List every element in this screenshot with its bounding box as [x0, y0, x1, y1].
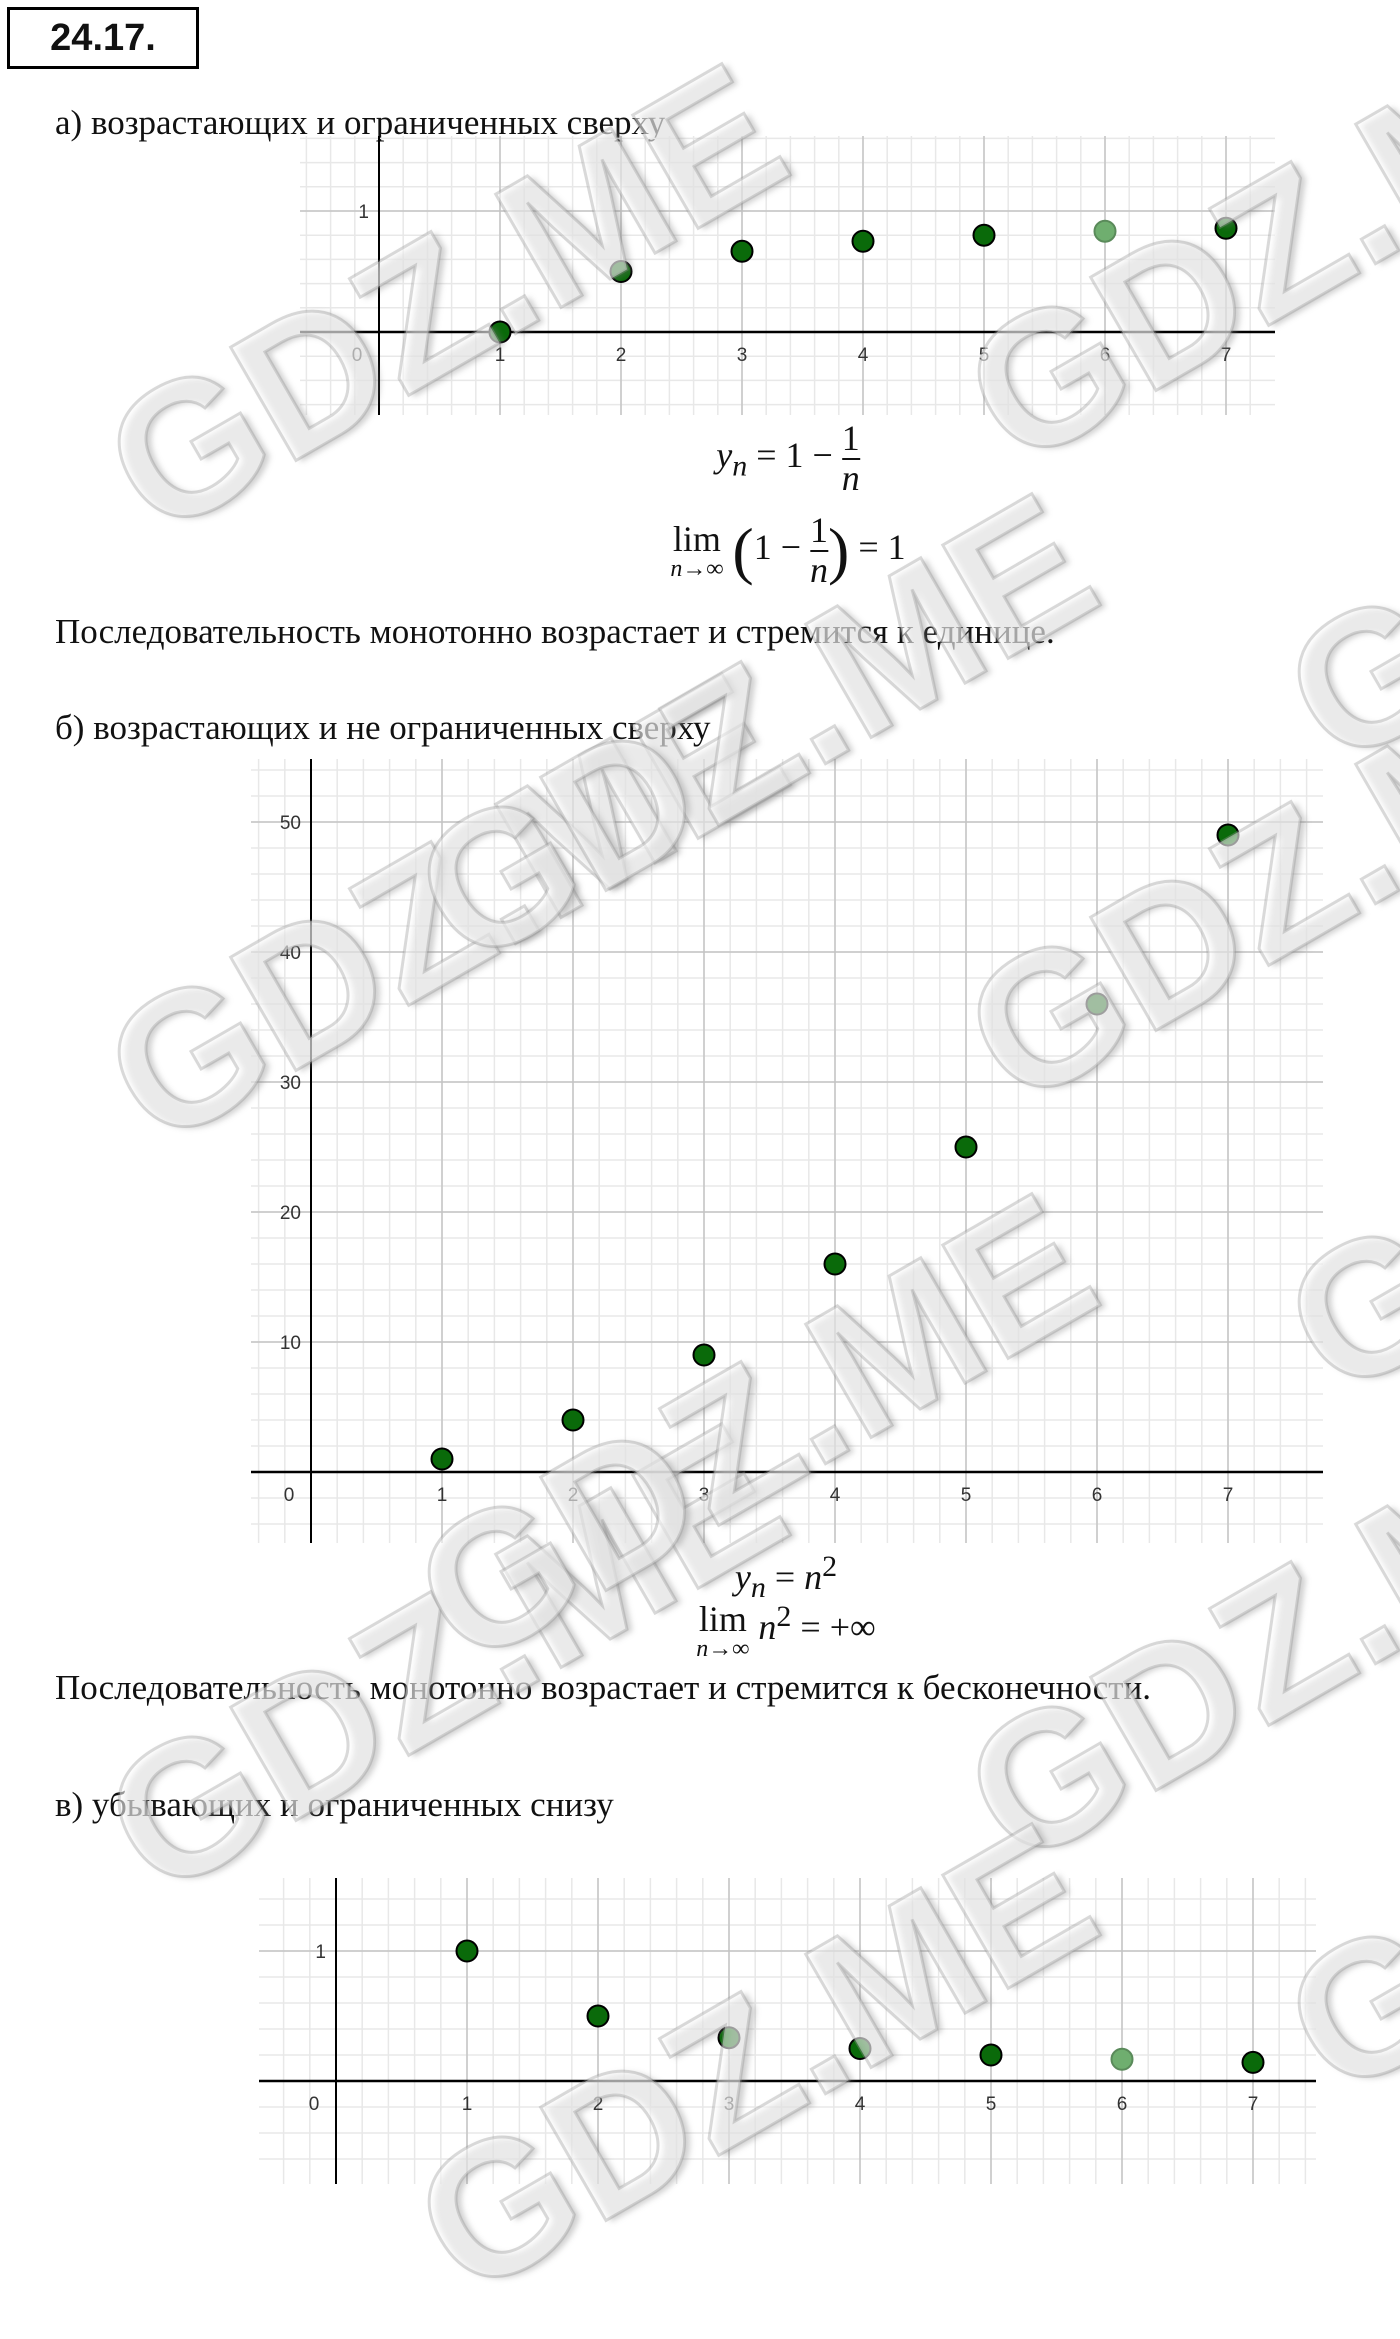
data-point [455, 1939, 479, 1963]
eq: = 1 − [747, 435, 842, 476]
x-tick-label: 6 [1100, 345, 1111, 366]
sub-n: n [732, 449, 748, 483]
x-tick-label: 5 [961, 1485, 972, 1506]
formula-b-definition: yn = n2 [735, 1550, 837, 1605]
exponent: 2 [776, 1600, 792, 1633]
x-tick-label: 1 [437, 1485, 448, 1506]
y-tick-label: 10 [280, 1333, 301, 1354]
data-point [586, 2004, 610, 2028]
rhs: = 1 [849, 527, 906, 568]
chart-b: 0 1 2 3 4 5 6 7 10 20 30 40 50 [251, 759, 1323, 1543]
data-point [1085, 992, 1109, 1016]
x-tick-label: 1 [462, 2094, 473, 2115]
section-b-conclusion: Последовательность монотонно возрастает … [55, 1668, 1152, 1707]
chart-a: 0 1 2 3 4 5 6 7 1 [300, 136, 1275, 415]
data-point [1093, 219, 1117, 243]
x-tick-label: 7 [1221, 345, 1232, 366]
x-tick-label: 3 [737, 345, 748, 366]
x-tick-label: 2 [568, 1485, 579, 1506]
y-tick-label: 20 [280, 1203, 301, 1224]
numerator: 1 [841, 418, 860, 458]
section-b-label: б) возрастающих и не ограниченных сверху [55, 708, 711, 747]
x-tick-label: 2 [616, 345, 627, 366]
x-tick-label: 1 [495, 345, 506, 366]
y-tick-label: 40 [280, 943, 301, 964]
inner: 1 − [753, 527, 811, 568]
x-tick-label: 4 [858, 345, 869, 366]
x-tick-label: 3 [699, 1485, 710, 1506]
data-point [1241, 2050, 1265, 2074]
problem-number: 24.17. [7, 7, 199, 69]
eq: = [765, 1557, 805, 1597]
lim: lim n→∞ [670, 521, 723, 581]
x-tick-label: 4 [830, 1485, 841, 1506]
formula-b-limit: lim n→∞ n2 = +∞ [696, 1600, 875, 1661]
data-point [954, 1135, 978, 1159]
data-point [1216, 823, 1240, 847]
data-point [488, 320, 512, 344]
exponent: 2 [822, 1550, 838, 1583]
data-point [851, 229, 875, 253]
data-point [823, 1252, 847, 1276]
x-tick-label: 5 [986, 2094, 997, 2115]
base: n [758, 1607, 777, 1647]
lim-text: lim [672, 518, 721, 559]
denominator: n [841, 457, 860, 498]
data-point [730, 239, 754, 263]
x-tick-label: 6 [1117, 2094, 1128, 2115]
x-tick-label: 7 [1248, 2094, 1259, 2115]
lim-sub: n→∞ [670, 555, 724, 582]
data-point [1214, 216, 1238, 240]
denominator: n [810, 549, 829, 590]
section-a-label: а) возрастающих и ограниченных сверху [55, 103, 666, 142]
data-point [972, 223, 996, 247]
rhs: = +∞ [791, 1607, 876, 1647]
data-point [848, 2037, 872, 2060]
x-tick-label: 5 [979, 345, 990, 366]
chart-c: 0 1 2 3 4 5 6 7 1 [259, 1878, 1316, 2184]
data-point [979, 2043, 1003, 2067]
y-tick-label: 30 [280, 1073, 301, 1094]
numerator: 1 [810, 510, 829, 550]
y-tick-label: 1 [358, 202, 369, 223]
data-point [692, 1343, 716, 1367]
base: n [804, 1557, 823, 1597]
data-point [717, 2026, 741, 2050]
sub-n: n [750, 1571, 766, 1605]
var-y: y [734, 1557, 751, 1597]
x-tick-label: 6 [1092, 1485, 1103, 1506]
lim: lim n→∞ [696, 1601, 749, 1661]
x-tick-label: 0 [284, 1485, 295, 1506]
y-tick-label: 50 [280, 813, 301, 834]
x-tick-label: 0 [352, 345, 363, 366]
formula-a-limit: lim n→∞ (1 − 1 n) = 1 [670, 510, 906, 590]
x-tick-label: 7 [1223, 1485, 1234, 1506]
data-point [561, 1408, 585, 1432]
x-tick-label: 2 [593, 2094, 604, 2115]
lim-sub: n→∞ [696, 1635, 750, 1662]
data-point [1110, 2047, 1134, 2071]
var-y: y [716, 435, 733, 476]
y-tick-label: 1 [315, 1942, 326, 1963]
data-point [430, 1447, 454, 1471]
data-point [609, 260, 633, 283]
lim-text: lim [698, 1598, 747, 1639]
section-c-label: в) убывающих и ограниченных снизу [55, 1785, 614, 1824]
section-a-conclusion: Последовательность монотонно возрастает … [55, 612, 1055, 651]
x-tick-label: 3 [724, 2094, 735, 2115]
x-tick-label: 0 [309, 2094, 320, 2115]
x-tick-label: 4 [855, 2094, 866, 2115]
